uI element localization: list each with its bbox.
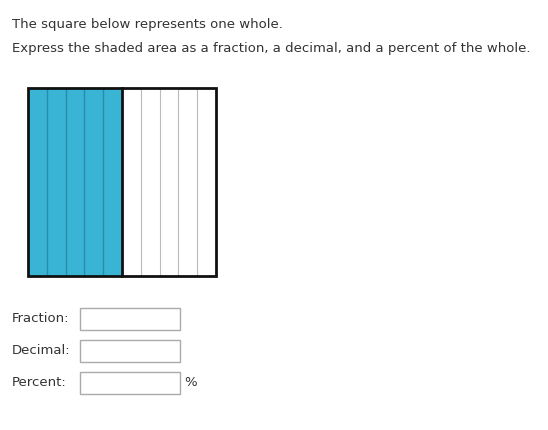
Bar [28,88,47,276]
Text: Fraction:: Fraction: [12,313,70,326]
Bar [28,88,216,276]
Text: %: % [184,377,197,390]
Bar [179,88,197,276]
Bar [197,88,216,276]
Bar [122,88,141,276]
Bar [84,88,103,276]
Bar [80,340,180,362]
Bar [47,88,66,276]
Bar [66,88,84,276]
Bar [103,88,122,276]
Text: Express the shaded area as a fraction, a decimal, and a percent of the whole.: Express the shaded area as a fraction, a… [12,42,530,55]
Bar [80,372,180,394]
Bar [141,88,159,276]
Text: Decimal:: Decimal: [12,344,71,357]
Text: The square below represents one whole.: The square below represents one whole. [12,18,283,31]
Bar [80,308,180,330]
Bar [159,88,179,276]
Text: Percent:: Percent: [12,377,67,390]
